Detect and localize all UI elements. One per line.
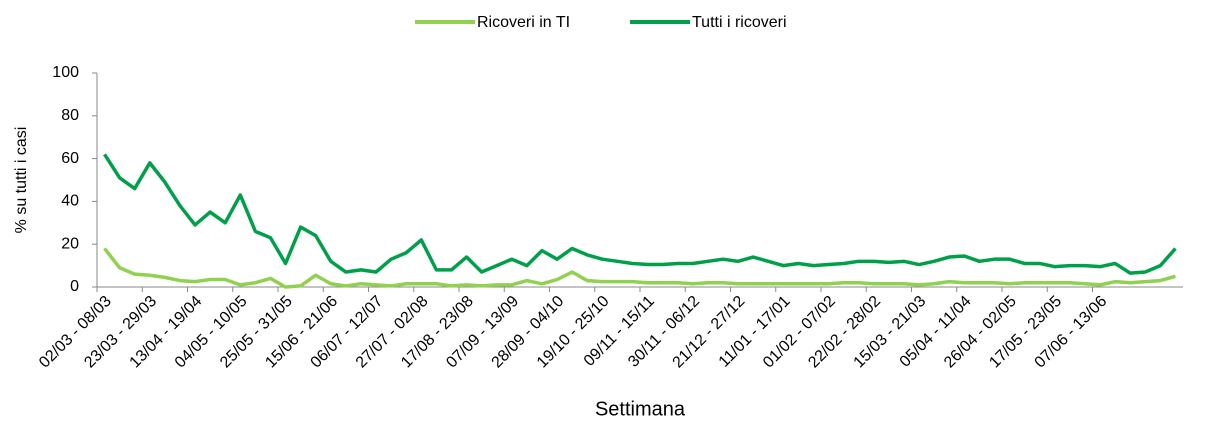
- y-tick-label: 80: [61, 107, 79, 124]
- x-axis-title: Settimana: [595, 398, 686, 420]
- legend-label: Ricoveri in TI: [477, 14, 570, 31]
- series-line: [103, 153, 1177, 275]
- y-tick-label: 20: [61, 235, 79, 252]
- legend-label: Tutti i ricoveri: [692, 14, 787, 31]
- y-tick-label: 0: [70, 278, 79, 295]
- y-axis-title: % su tutti i casi: [13, 127, 30, 234]
- y-tick-label: 60: [61, 150, 79, 167]
- y-tick-label: 100: [52, 64, 79, 81]
- y-tick-label: 40: [61, 193, 79, 210]
- series-line: [103, 247, 1176, 289]
